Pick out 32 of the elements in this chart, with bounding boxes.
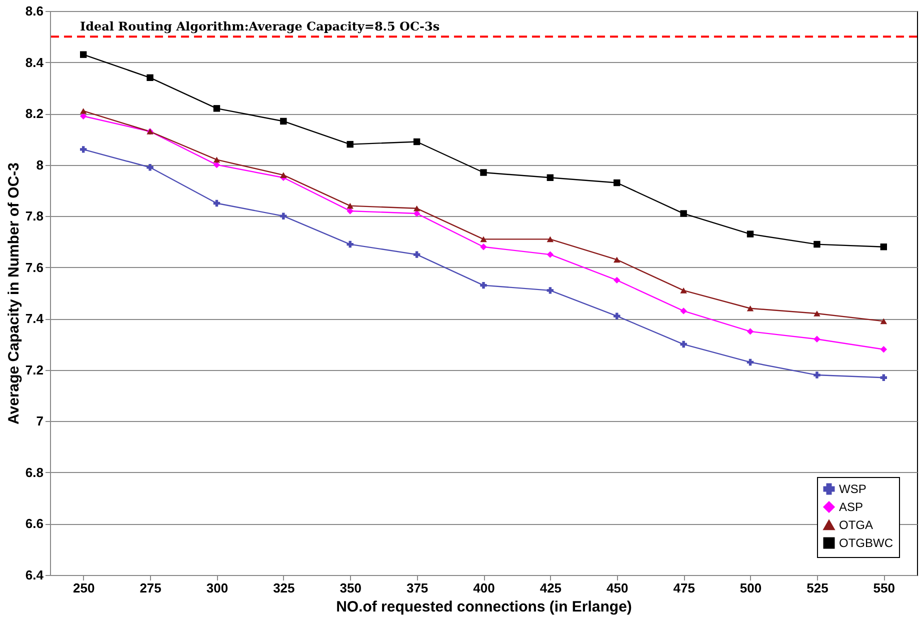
x-tick-label: 400 (473, 580, 495, 596)
ref-line-label: Ideal Routing Algorithm:Average Capacity=8.5 OC-3s (80, 20, 440, 34)
x-tick-label: 425 (540, 580, 562, 596)
y-tick-label: 6.6 (25, 516, 44, 532)
y-tick-label: 8.2 (25, 106, 44, 122)
x-tick-label: 525 (806, 580, 828, 596)
x-tick-label: 325 (273, 580, 295, 596)
y-tick-label: 7.8 (25, 208, 44, 224)
y-tick-label: 7.4 (25, 311, 44, 326)
x-tick-label: 275 (140, 580, 162, 596)
legend-label: OTGBWC (839, 536, 894, 550)
y-axis-title: Average Capacity in Number of OC-3 (5, 162, 22, 425)
x-axis-title: NO.of requested connections (in Erlange) (336, 598, 632, 616)
x-tick-label: 350 (340, 580, 362, 596)
x-tick-label: 250 (72, 580, 95, 596)
legend-label: OTGA (839, 518, 874, 532)
x-tick-label: 500 (740, 580, 762, 596)
y-tick-label: 7.6 (25, 260, 44, 275)
x-tick-label: 300 (206, 580, 228, 596)
y-tick-label: 8.4 (25, 54, 44, 70)
y-tick-label: 6.4 (25, 568, 44, 582)
x-tick-label: 375 (406, 580, 428, 596)
y-tick-label: 7 (36, 414, 44, 429)
y-tick-label: 8.6 (25, 4, 44, 18)
legend-label: ASP (839, 500, 864, 514)
legend-label: WSP (839, 482, 866, 496)
y-tick-label: 7.2 (25, 362, 44, 378)
x-tick-label: 450 (606, 580, 628, 596)
y-tick-label: 8 (36, 157, 44, 172)
x-tick-label: 550 (873, 580, 896, 596)
y-tick-label: 6.8 (25, 464, 44, 480)
x-tick-label: 475 (673, 580, 695, 596)
